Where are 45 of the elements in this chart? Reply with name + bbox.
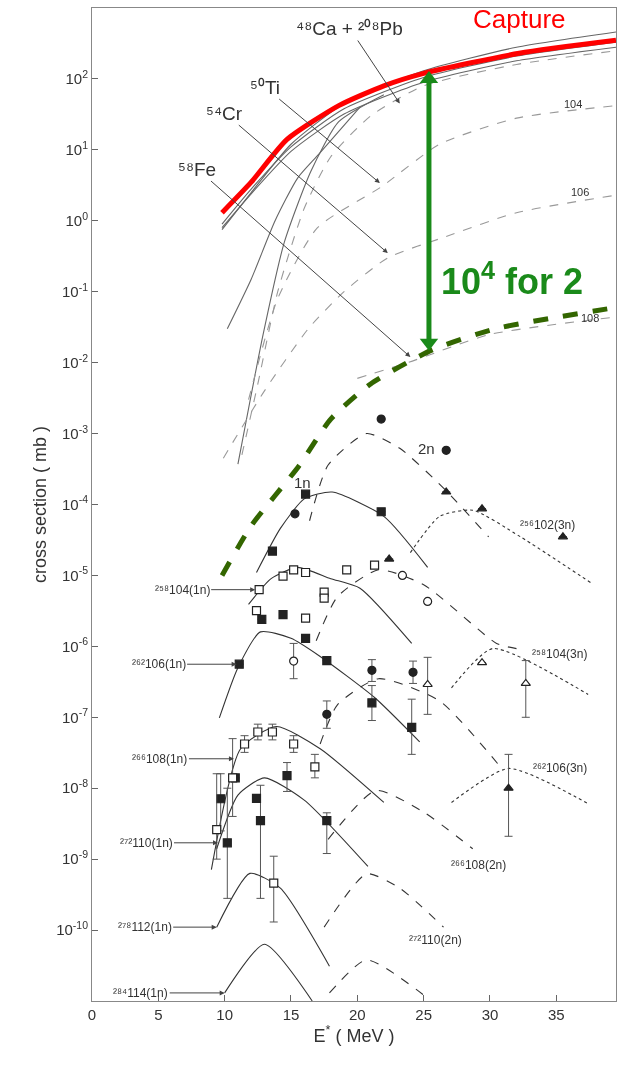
x-tick-label: 5	[154, 1006, 163, 1023]
annotation: 106	[571, 186, 590, 198]
annotation: ²⁵⁸104(1n)	[155, 583, 211, 597]
x-tick-label: 15	[282, 1006, 300, 1023]
annotation: ²⁷⁸112(1n)	[118, 920, 172, 934]
x-tick-label: 35	[547, 1006, 565, 1023]
annotation: ⁵⁰Ti	[250, 77, 280, 98]
y-tick-label: 10$^{-8}$	[61, 777, 89, 797]
annotation: ⁵⁸Fe	[178, 159, 217, 180]
annotation: ²⁵⁶102(3n)	[520, 518, 576, 532]
annotation: 2n	[418, 440, 435, 457]
y-tick-label: 10$^{-7}$	[61, 706, 89, 726]
y-tick-label: 10$^{-4}$	[61, 493, 89, 513]
y-tick-label: 10$^{-3}$	[61, 422, 89, 442]
y-tick-label: 10$^{2}$	[65, 67, 89, 88]
annotation: ⁴⁸Ca + ²⁰⁸Pb	[296, 18, 403, 39]
annotation: ²⁶²106(3n)	[533, 761, 588, 775]
annotation: ²⁶⁶108(1n)	[132, 752, 188, 766]
annotation: ²⁷²110(2n)	[409, 933, 462, 947]
annotation: ²⁸⁴114(1n)	[113, 986, 168, 1000]
annotation: 1n	[294, 474, 311, 491]
y-tick-label: 10$^{-10}$	[56, 919, 89, 939]
series-label: Capture	[473, 4, 566, 34]
annotation: ⁵⁴Cr	[206, 103, 243, 124]
x-tick-label: 20	[348, 1006, 366, 1023]
annotation: 108	[581, 312, 600, 324]
x-tick-label: 10	[216, 1006, 233, 1023]
annotation: ²⁶²106(1n)	[132, 657, 187, 671]
annotation: ²⁵⁸104(3n)	[532, 647, 588, 661]
y-tick-label: 10$^{0}$	[65, 209, 89, 230]
y-tick-label: 10$^{-1}$	[61, 280, 89, 300]
x-tick-label: 0	[87, 1006, 97, 1023]
y-tick-label: 10$^{-2}$	[61, 351, 89, 371]
annotation: ²⁷²110(1n)	[120, 836, 173, 850]
x-tick-label: 25	[415, 1006, 432, 1023]
y-tick-label: 10$^{-5}$	[61, 564, 89, 584]
y-tick-label: 10$^{1}$	[65, 138, 89, 159]
y-tick-label: 10$^{-6}$	[61, 635, 89, 655]
annotation: ²⁶⁶108(2n)	[451, 858, 507, 872]
x-tick-label: 30	[481, 1006, 499, 1023]
y-axis-title: cross section ( mb )	[30, 425, 51, 584]
x-axis-title: E$^{*}$ ( MeV )	[313, 1023, 395, 1046]
annotation: 104	[564, 98, 583, 110]
series-label: 10$^{4}$ for 2	[441, 256, 584, 303]
y-tick-label: 10$^{-9}$	[61, 848, 89, 868]
